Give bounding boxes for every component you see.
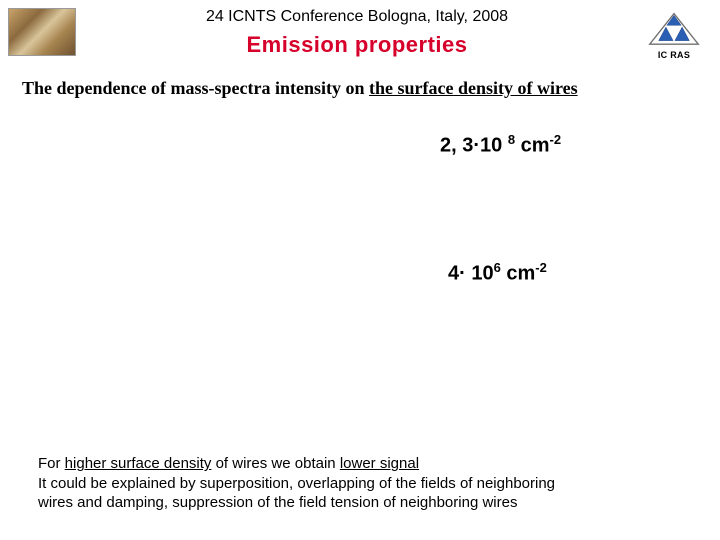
footer-l1a: For [38, 455, 65, 472]
header-text-block: 24 ICNTS Conference Bologna, Italy, 2008… [76, 6, 638, 58]
val2-unitexp: -2 [535, 260, 547, 275]
val2-coeff: 4· [448, 263, 471, 285]
density-value-high: 2, 3·10 8 cm-2 [440, 132, 561, 158]
footer-l1b: of wires we obtain [211, 455, 339, 472]
subtitle-underlined: the surface density of wires [369, 78, 578, 98]
density-value-low: 4· 106 cm-2 [448, 260, 547, 286]
val1-unitbase: cm [515, 135, 549, 157]
val1-coeff: 2, 3· [440, 135, 480, 157]
footer-text: For higher surface density of wires we o… [38, 454, 558, 512]
subtitle-line: The dependence of mass-spectra intensity… [0, 70, 720, 99]
footer-l1u1: higher surface density [65, 455, 212, 472]
institute-logo-icon [647, 8, 701, 48]
val1-unitexp: -2 [550, 132, 562, 147]
slide-title: Emission properties [76, 32, 638, 58]
val2-exp: 6 [494, 260, 501, 275]
footer-l2: It could be explained by superposition, … [38, 475, 555, 511]
val2-unitbase: cm [501, 263, 535, 285]
val2-base: 10 [471, 263, 493, 285]
thumbnail-image [8, 8, 76, 56]
val1-base: 10 [480, 135, 508, 157]
conference-line: 24 ICNTS Conference Bologna, Italy, 2008 [76, 8, 638, 26]
footer-l1u2: lower signal [340, 455, 419, 472]
val1-exp: 8 [508, 132, 515, 147]
logo-caption: IC RAS [638, 50, 710, 60]
subtitle-prefix: The dependence of mass-spectra intensity… [22, 78, 369, 98]
logo-block: IC RAS [638, 6, 710, 60]
slide-header: 24 ICNTS Conference Bologna, Italy, 2008… [0, 0, 720, 70]
